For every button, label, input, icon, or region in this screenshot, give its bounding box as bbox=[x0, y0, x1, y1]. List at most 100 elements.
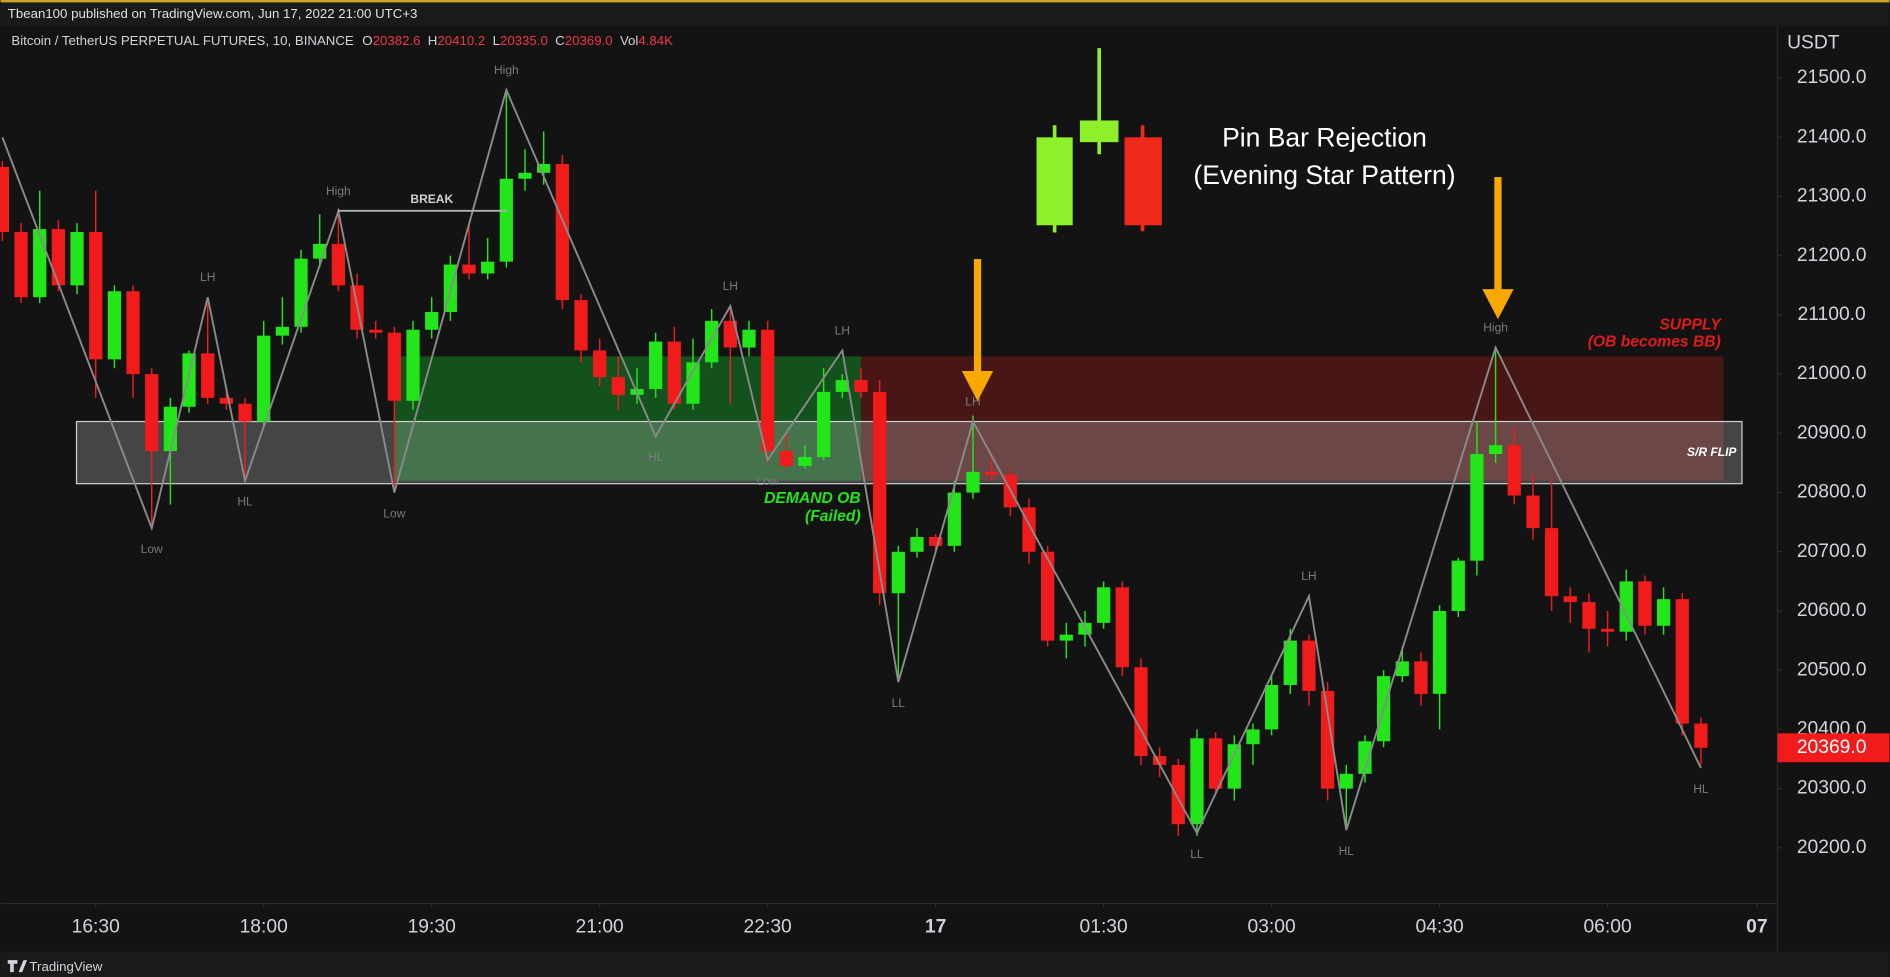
legend-key: O bbox=[362, 32, 372, 47]
candle-body bbox=[499, 178, 513, 262]
candle-body bbox=[1395, 661, 1409, 677]
header: Tbean100 published on TradingView.com, J… bbox=[8, 6, 418, 21]
candle-body bbox=[537, 163, 551, 173]
candle-body bbox=[126, 291, 140, 375]
candle-body bbox=[462, 264, 476, 274]
candle-body bbox=[1619, 581, 1633, 632]
candle-body bbox=[182, 353, 196, 407]
arrow-head bbox=[1482, 289, 1514, 320]
illustration-candle bbox=[1124, 137, 1162, 226]
sr-flip-label: S/R FLIP bbox=[1687, 445, 1737, 459]
candle-body bbox=[107, 291, 122, 360]
candle-body bbox=[798, 457, 812, 466]
candle-body bbox=[1470, 454, 1484, 561]
candle-body bbox=[779, 451, 793, 466]
candle-body bbox=[275, 326, 289, 336]
legend-value: 20410.2 bbox=[437, 32, 485, 47]
last-price-box bbox=[1777, 733, 1890, 763]
legend-key: H bbox=[428, 32, 438, 47]
arrow bbox=[973, 259, 982, 374]
break-label: BREAK bbox=[410, 192, 453, 206]
candle-body bbox=[1414, 661, 1428, 694]
x-tick-label: 03:00 bbox=[1248, 917, 1296, 938]
candle-body bbox=[481, 261, 495, 274]
swing-label: High bbox=[326, 184, 351, 198]
x-tick-label: 18:00 bbox=[240, 917, 288, 938]
y-tick-label: 21500.0 bbox=[1797, 67, 1867, 88]
candle-body bbox=[1432, 611, 1447, 694]
candle-body bbox=[1488, 445, 1503, 455]
candle-body bbox=[873, 391, 887, 594]
swing-label: LL bbox=[1190, 847, 1204, 861]
x-tick-label: 01:30 bbox=[1080, 917, 1128, 938]
y-tick-label: 21000.0 bbox=[1797, 363, 1867, 384]
candle-body bbox=[854, 380, 868, 392]
candle-body bbox=[1563, 596, 1577, 603]
supply-note: (OB becomes BB) bbox=[1588, 333, 1721, 350]
swing-label: LH bbox=[835, 323, 850, 337]
candle-body bbox=[238, 403, 252, 422]
axes: 20200.020300.020400.020500.020600.020700… bbox=[72, 67, 1890, 938]
candle-body bbox=[891, 551, 905, 594]
arrow-head bbox=[961, 371, 994, 402]
candle-body bbox=[1134, 667, 1148, 757]
candle-body bbox=[14, 232, 28, 298]
candle-body bbox=[1638, 581, 1652, 626]
candle-body bbox=[257, 335, 271, 422]
y-tick-label: 21400.0 bbox=[1797, 126, 1867, 147]
candle-body bbox=[910, 536, 924, 552]
candle-body bbox=[219, 397, 233, 404]
swing-label: LH bbox=[723, 279, 738, 293]
x-tick-label: 04:30 bbox=[1415, 917, 1463, 938]
candle-body bbox=[1320, 690, 1335, 789]
illustration-candle bbox=[1036, 137, 1073, 226]
candle-body bbox=[1246, 729, 1260, 745]
swing-label: Low bbox=[757, 474, 779, 488]
zone-supply bbox=[860, 356, 1724, 481]
candle-body bbox=[1600, 628, 1615, 632]
legend-value: 20335.0 bbox=[500, 32, 548, 47]
candle-body bbox=[0, 166, 10, 233]
candle-body bbox=[686, 362, 700, 404]
x-tick-label: 06:00 bbox=[1583, 917, 1631, 938]
candle-body bbox=[1115, 587, 1129, 668]
y-tick-label: 20700.0 bbox=[1797, 541, 1867, 562]
supply-label: SUPPLY bbox=[1659, 316, 1722, 333]
swing-label: HL bbox=[237, 495, 253, 509]
arrow bbox=[1494, 177, 1502, 292]
swing-label: High bbox=[494, 63, 519, 77]
candle-body bbox=[611, 377, 625, 395]
swing-label: Low bbox=[383, 506, 405, 520]
legend-key: L bbox=[493, 32, 500, 47]
header-bar bbox=[0, 0, 1890, 27]
swing-label: LH bbox=[1301, 569, 1316, 583]
y-tick-label: 21200.0 bbox=[1797, 245, 1867, 266]
candle-body bbox=[1171, 764, 1185, 825]
candle-body bbox=[667, 341, 681, 404]
zone-sr-flip bbox=[75, 420, 1743, 485]
candle-body bbox=[723, 320, 737, 348]
pattern-title: Pin Bar Rejection bbox=[1222, 123, 1427, 153]
candle-body bbox=[1152, 756, 1167, 765]
header-accent bbox=[0, 0, 1890, 3]
candle-body bbox=[1264, 685, 1279, 730]
candle-body bbox=[1302, 640, 1316, 691]
candle-body bbox=[425, 311, 439, 330]
x-tick-label: 21:00 bbox=[576, 917, 624, 938]
y-tick-label: 20800.0 bbox=[1797, 482, 1867, 503]
y-tick-label: 20900.0 bbox=[1797, 422, 1867, 443]
candle-body bbox=[369, 329, 383, 333]
candle-body bbox=[985, 471, 999, 475]
x-tick-label: 17 bbox=[925, 917, 946, 938]
candle-body bbox=[817, 391, 831, 458]
swing-label: LL bbox=[892, 696, 906, 710]
legend: Bitcoin / TetherUS PERPETUAL FUTURES, 10… bbox=[11, 32, 673, 47]
candle-body bbox=[33, 229, 47, 298]
candle-body bbox=[1526, 495, 1540, 529]
swing-label: High bbox=[1483, 320, 1508, 334]
candle-body bbox=[1675, 599, 1689, 724]
candle-body bbox=[518, 172, 532, 179]
candle-body bbox=[1507, 445, 1521, 496]
